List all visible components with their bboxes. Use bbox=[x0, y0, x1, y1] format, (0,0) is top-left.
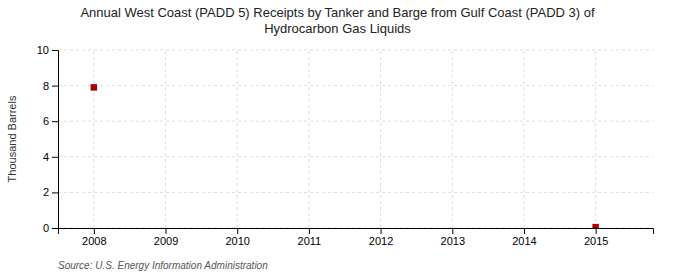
x-tick: 2013 bbox=[441, 228, 465, 247]
x-axis-line bbox=[59, 229, 654, 235]
x-axis: 2008 2009 2010 2011 2012 2013 2014 2015 bbox=[59, 228, 654, 247]
point bbox=[91, 84, 97, 90]
y-grid-line bbox=[58, 156, 653, 157]
y-grid-line bbox=[58, 121, 653, 122]
y-tick-mark bbox=[52, 86, 58, 87]
y-tick-label: 10 bbox=[37, 44, 49, 56]
y-tick-mark bbox=[52, 228, 58, 229]
y-tick: 8 bbox=[43, 80, 58, 92]
y-axis-line bbox=[52, 51, 59, 229]
y-tick: 6 bbox=[43, 115, 58, 127]
points bbox=[91, 84, 599, 228]
x-tick: 2011 bbox=[298, 228, 322, 247]
y-tick-mark bbox=[52, 157, 58, 158]
y-tick-mark bbox=[52, 192, 58, 193]
x-tick-label: 2008 bbox=[82, 235, 106, 247]
x-tick-label: 2012 bbox=[369, 235, 393, 247]
y-grid-line bbox=[58, 85, 653, 86]
x-tick-mark bbox=[452, 228, 453, 234]
x-tick-label: 2014 bbox=[512, 235, 536, 247]
y-tick: 2 bbox=[43, 186, 58, 198]
x-grid-line bbox=[237, 50, 238, 228]
x-grid-line bbox=[308, 50, 309, 228]
x-tick-label: 2010 bbox=[225, 235, 249, 247]
x-tick-mark bbox=[166, 228, 167, 234]
x-tick: 2010 bbox=[225, 228, 249, 247]
y-axis-label: Thousand Barrels bbox=[6, 95, 18, 182]
x-tick: 2008 bbox=[82, 228, 106, 247]
x-tick: 2012 bbox=[369, 228, 393, 247]
y-axis: 0 2 4 6 8 10 bbox=[37, 44, 59, 234]
y-tick-label: 8 bbox=[43, 80, 49, 92]
x-tick-label: 2009 bbox=[154, 235, 178, 247]
point bbox=[592, 224, 598, 228]
x-tick-mark bbox=[94, 228, 95, 234]
y-tick-mark bbox=[52, 50, 58, 51]
x-tick: 2014 bbox=[512, 228, 536, 247]
x-grid-line bbox=[452, 50, 453, 228]
x-grid-line bbox=[595, 50, 596, 228]
y-tick: 4 bbox=[43, 151, 58, 163]
x-tick-mark bbox=[596, 228, 597, 234]
title-line: Hydrocarbon Gas Liquids bbox=[264, 21, 411, 36]
x-tick-mark bbox=[237, 228, 238, 234]
y-tick-label: 2 bbox=[43, 186, 49, 198]
grid bbox=[58, 50, 653, 228]
x-tick-label: 2011 bbox=[298, 235, 322, 247]
x-tick-label: 2015 bbox=[584, 235, 608, 247]
x-grid-line bbox=[380, 50, 381, 228]
x-grid-line bbox=[523, 50, 524, 228]
y-tick-label: 4 bbox=[43, 151, 49, 163]
chart: 2008 2009 2010 2011 2012 2013 2014 2015 0 2 4 6 8 10 T… bbox=[0, 0, 675, 275]
x-tick: 2009 bbox=[154, 228, 178, 247]
x-tick: 2015 bbox=[584, 228, 608, 247]
x-grid-line bbox=[93, 50, 94, 228]
title-line: Annual West Coast (PADD 5) Receipts by T… bbox=[80, 5, 595, 20]
x-tick-mark bbox=[524, 228, 525, 234]
source: Source: U.S. Energy Information Administ… bbox=[58, 260, 268, 271]
y-tick-mark bbox=[52, 121, 58, 122]
x-tick-mark bbox=[309, 228, 310, 234]
y-grid-line bbox=[58, 192, 653, 193]
x-tick-label: 2013 bbox=[441, 235, 465, 247]
title: Annual West Coast (PADD 5) Receipts by T… bbox=[80, 5, 595, 36]
y-grid-line bbox=[58, 50, 653, 51]
x-grid-line bbox=[165, 50, 166, 228]
y-tick-label: 0 bbox=[43, 222, 49, 234]
y-tick: 0 bbox=[43, 222, 58, 234]
x-tick-mark bbox=[381, 228, 382, 234]
y-tick-label: 6 bbox=[43, 115, 49, 127]
y-tick: 10 bbox=[37, 44, 58, 56]
